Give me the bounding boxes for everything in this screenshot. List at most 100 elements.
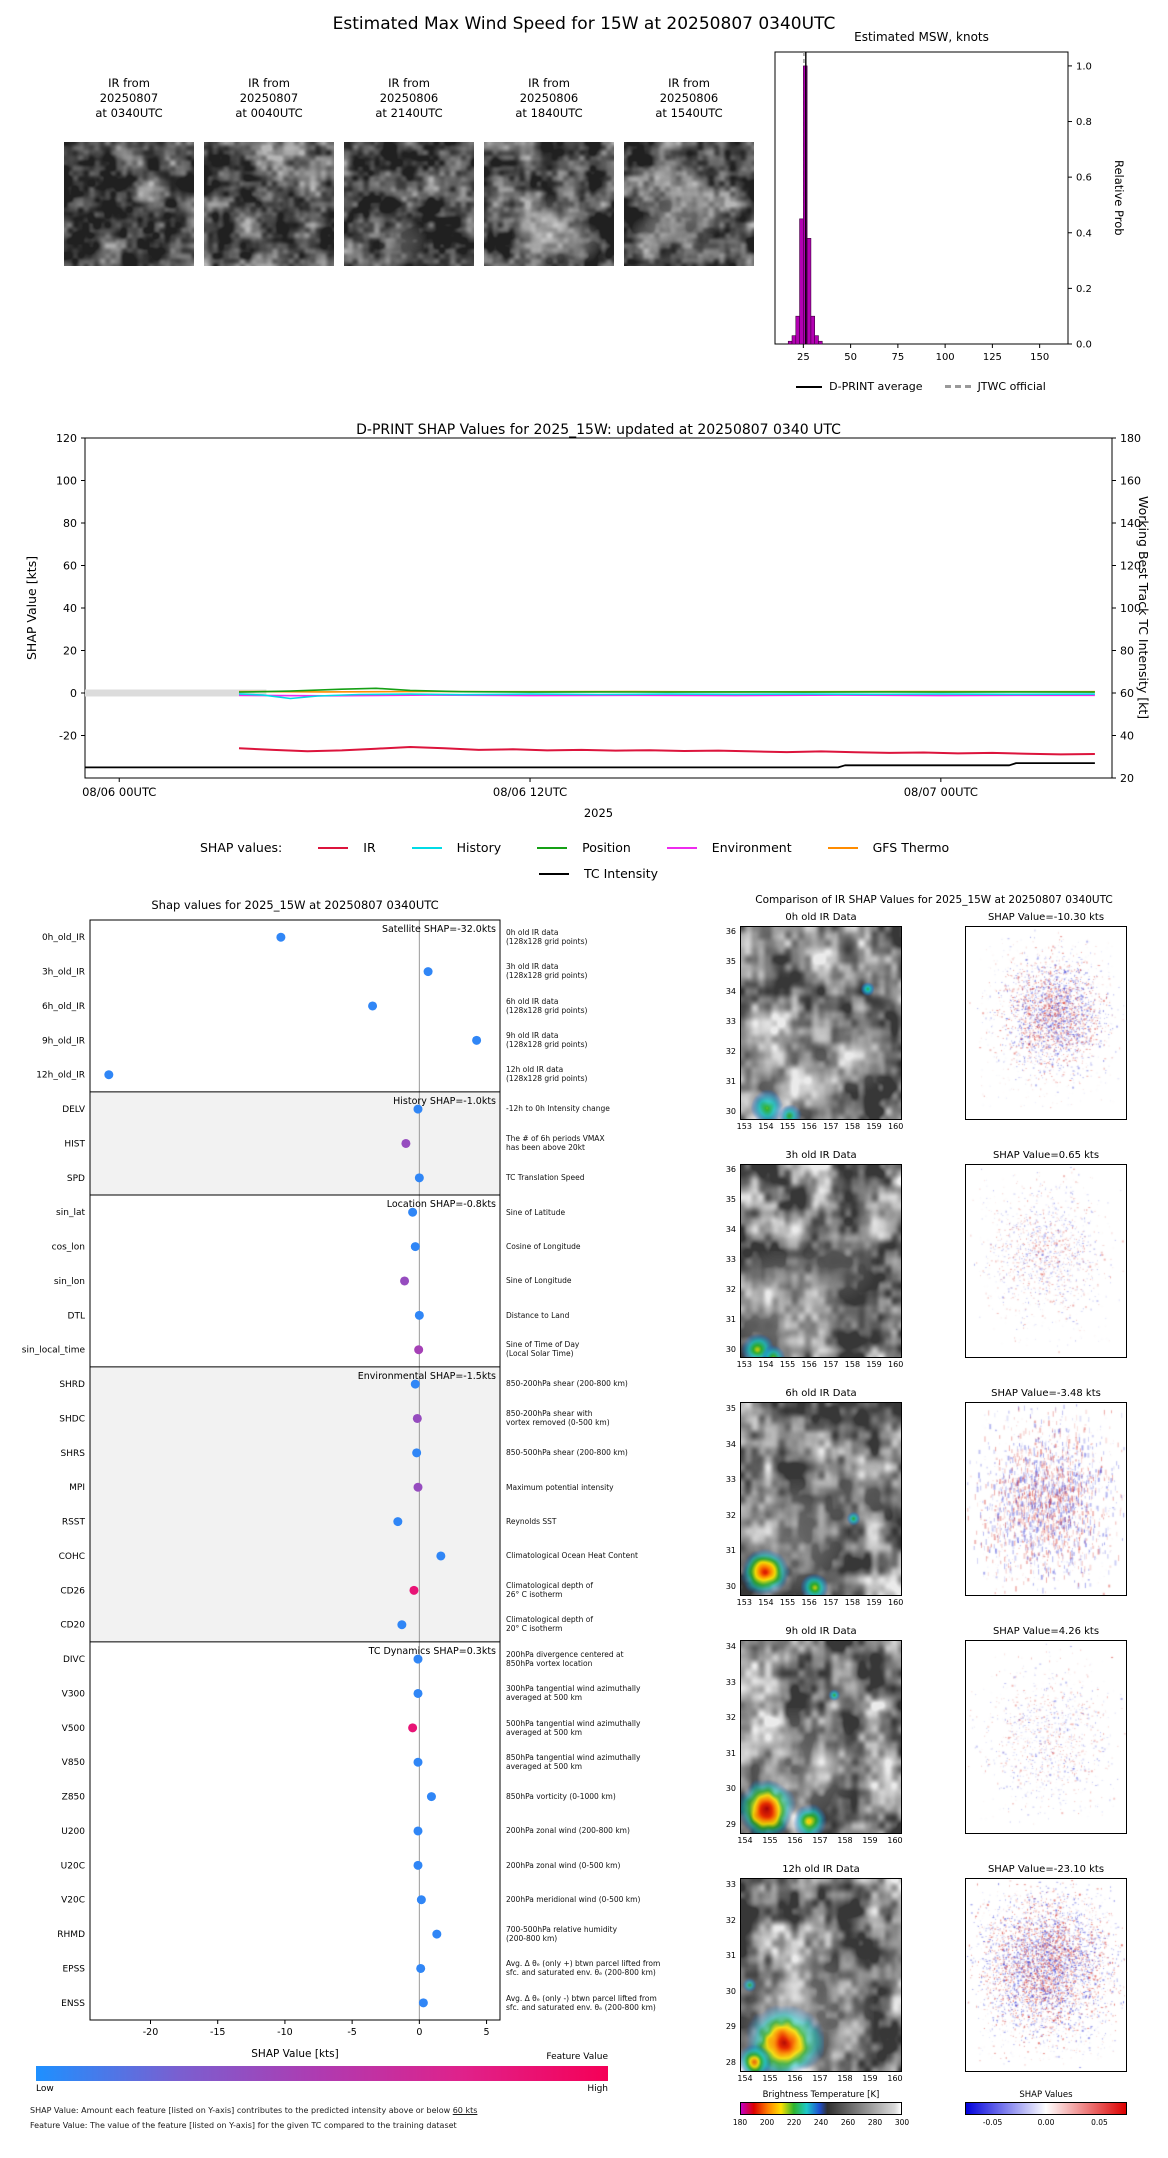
ir-x-tick-label: 153	[736, 1598, 752, 1607]
feature-description-line: 200hPa zonal wind (0-500 km)	[506, 1860, 621, 1870]
feature-description: Maximum potential intensity	[506, 1483, 718, 1492]
feature-description: Cosine of Longitude	[506, 1242, 718, 1251]
tc-intensity-line-swatch	[538, 872, 569, 875]
ir-y-tick-label: 32	[725, 1713, 736, 1723]
timeseries-left-tick-label: 20	[63, 645, 77, 658]
ir-x-tick-label: 159	[862, 1836, 878, 1845]
colorbar-high-label: High	[587, 2084, 608, 2094]
ir-thumbnail-label-line: IR from	[528, 76, 570, 90]
feature-description-line: 0h old IR data	[506, 927, 559, 937]
brightness-temp-colorbar	[740, 2102, 902, 2115]
feature-shap-dot	[413, 1757, 423, 1767]
feature-description: 200hPa divergence centered at 850hPa vort…	[506, 1650, 718, 1668]
ir-x-tick-label: 159	[862, 2074, 878, 2083]
feature-name: 12h_old_IR	[36, 1071, 85, 1081]
ir-x-tick-label: 154	[758, 1360, 774, 1369]
legend-item-position: Position	[537, 840, 631, 855]
feature-shap-dot	[412, 1413, 422, 1423]
ir-thumbnail-image	[204, 142, 334, 266]
ir-subplot-title: 6h old IR Data	[785, 1388, 857, 1399]
feature-shap-dot	[412, 1448, 422, 1458]
feature-value-colorbar	[36, 2066, 608, 2081]
legend-label: JTWC official	[977, 380, 1046, 393]
ir-x-tick-label: 153	[736, 1360, 752, 1369]
feature-description-line: averaged at 500 km	[506, 1761, 583, 1771]
feature-description-line: Avg. Δ θₑ (only +) btwn parcel lifted fr…	[506, 1959, 661, 1969]
group-header: Satellite SHAP=-32.0kts	[382, 924, 496, 935]
feature-shap-dot	[413, 1860, 423, 1870]
feature-description: Avg. Δ θₑ (only +) btwn parcel lifted fr…	[506, 1959, 718, 1977]
feature-description: Sine of Latitude	[506, 1208, 718, 1217]
environment-line-swatch	[666, 846, 697, 849]
ir-thumbnail-label-line: 20250806	[379, 91, 439, 105]
feature-description-line: 9h old IR data	[506, 1031, 559, 1041]
shap-map	[965, 1402, 1127, 1596]
ir-thumbnail-label-line: at 1840UTC	[515, 106, 583, 120]
timeseries-right-tick-label: 180	[1120, 432, 1141, 445]
timeseries-right-tick-label: 120	[1120, 560, 1141, 573]
shap-map	[965, 1640, 1127, 1834]
feature-description-line: sfc. and saturated env. θₑ (200-800 km)	[506, 1968, 656, 1978]
ir-x-tick-label: 155	[762, 2074, 778, 2083]
histogram-x-tick-label: 25	[797, 352, 810, 363]
bt-colorbar-tick-label: 200	[759, 2118, 775, 2127]
feature-description: Climatological depth of 26° C isotherm	[506, 1581, 718, 1599]
ir-x-tick-label: 157	[823, 1122, 839, 1131]
dotplot-x-tick-label: -10	[277, 2027, 293, 2038]
shap-subplot-title: SHAP Value=-23.10 kts	[987, 1864, 1105, 1875]
histogram-y-tick-label: 0.8	[1076, 117, 1092, 128]
shap-map	[965, 926, 1127, 1120]
feature-description: 700-500hPa relative humidity (200-800 km)	[506, 1925, 718, 1943]
ir-x-tick-label: 158	[837, 2074, 853, 2083]
group-shading	[90, 1366, 500, 1642]
feature-description: TC Translation Speed	[506, 1173, 718, 1182]
footnote-text: SHAP Value: Amount each feature [listed …	[30, 2106, 453, 2115]
ir-subplot-title: 12h old IR Data	[782, 1864, 860, 1875]
ir-thumbnail-label: IR from 20250806 at 1840UTC	[484, 76, 614, 121]
page-title: Estimated Max Wind Speed for 15W at 2025…	[332, 14, 836, 34]
feature-description-line: Sine of Latitude	[506, 1207, 566, 1217]
ir-x-tick-label: 155	[779, 1360, 796, 1369]
ir-x-tick-label: 153	[736, 1122, 752, 1131]
histogram-x-tick-label: 100	[936, 352, 955, 363]
feature-description-line: vortex removed (0-500 km)	[506, 1418, 610, 1428]
feature-name: CD26	[60, 1586, 85, 1596]
feature-name: V500	[62, 1724, 86, 1734]
feature-shap-dot	[393, 1517, 403, 1527]
feature-shap-dot	[400, 1276, 410, 1286]
ir-y-tick-label: 36	[725, 927, 736, 936]
histogram-y-tick-label: 0.2	[1076, 284, 1092, 295]
feature-description-line: Climatological Ocean Heat Content	[506, 1551, 638, 1561]
ir-x-tick-label: 158	[844, 1598, 861, 1607]
histogram-y-tick-label: 0.6	[1076, 173, 1092, 184]
feature-description: 850-200hPa shear with vortex removed (0-5…	[506, 1409, 718, 1427]
ir-thumbnail-label-line: IR from	[248, 76, 290, 90]
ir-y-tick-label: 34	[725, 1439, 736, 1449]
dotplot-x-tick-label: -20	[143, 2027, 159, 2038]
shap-colorbar-tick-label: -0.05	[982, 2118, 1003, 2127]
ir-x-tick-label: 160	[888, 1122, 904, 1131]
dprint-average-line-swatch	[796, 385, 823, 388]
dotplot-x-tick-label: 0	[416, 2027, 422, 2038]
ir-y-tick-label: 34	[725, 987, 736, 996]
feature-description-line: 850-200hPa shear with	[506, 1409, 593, 1419]
ir-y-tick-label: 31	[725, 1951, 736, 1961]
timeseries-right-tick-label: 60	[1120, 687, 1134, 700]
feature-name: V850	[62, 1758, 86, 1768]
shap-map	[965, 1164, 1127, 1358]
dotplot-x-tick-label: -5	[347, 2027, 356, 2038]
feature-description-line: (128x128 grid points)	[506, 936, 588, 946]
ir-thumbnail-label-line: at 1540UTC	[655, 106, 723, 120]
ir-y-tick-label: 33	[725, 1475, 736, 1485]
feature-description: The # of 6h periods VMAX has been above 2…	[506, 1134, 718, 1152]
timeseries-right-tick-label: 80	[1120, 645, 1134, 658]
feature-description-line: (128x128 grid points)	[506, 1040, 588, 1050]
legend-item-history: History	[411, 840, 501, 855]
msw-histogram-plot: 25 50 75 100 125 150 0.0 0.2 0.4 0.6 0.8 1.0	[774, 51, 1092, 363]
timeseries-xlabel: 2025	[583, 806, 614, 820]
feature-name: HIST	[64, 1139, 85, 1149]
feature-shap-dot	[410, 1379, 420, 1389]
ir-y-tick-label: 33	[725, 1017, 736, 1026]
timeseries-left-tick-label: 60	[63, 560, 77, 573]
